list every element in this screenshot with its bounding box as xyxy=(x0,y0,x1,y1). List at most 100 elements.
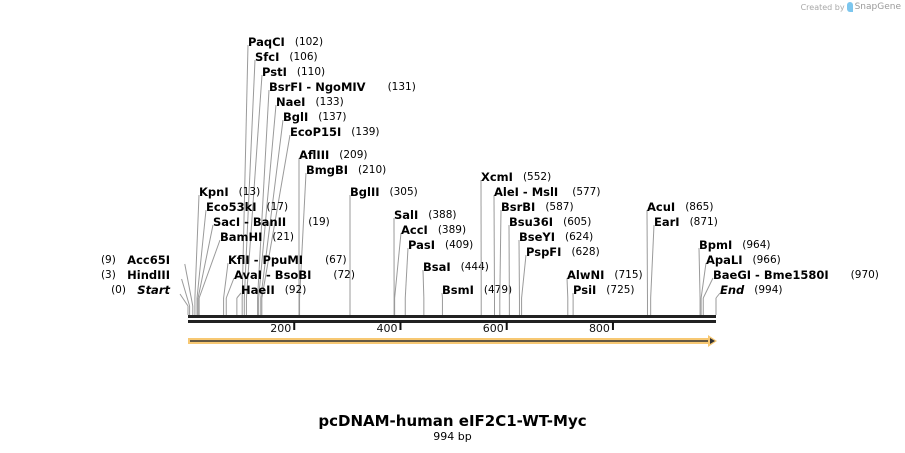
cut-site-pasi[interactable]: PasI (409) xyxy=(404,238,473,316)
cut-site-baegi-bme1580i[interactable]: BaeGI - Bme1580I (970) xyxy=(702,268,879,316)
enzyme-name: Bsu36I xyxy=(509,215,553,229)
cut-position: (628) xyxy=(571,246,599,258)
svg-text:Eco53kI(17): Eco53kI (17) xyxy=(206,200,288,214)
svg-text:EcoP15I(139): EcoP15I (139) xyxy=(290,125,380,139)
cut-site-bpmi[interactable]: BpmI (964) xyxy=(698,238,771,316)
cut-site-afliii[interactable]: AflIII (209) xyxy=(298,148,368,316)
cut-site-bamhi[interactable]: BamHI (21) xyxy=(198,230,294,316)
cut-position: (970) xyxy=(851,269,879,281)
cut-site-bsai[interactable]: BsaI (444) xyxy=(422,260,489,316)
cut-position: (479) xyxy=(484,284,512,296)
enzyme-name: AleI - MslI xyxy=(494,185,558,199)
enzyme-name: PaqCI xyxy=(248,35,285,49)
cut-position: (131) xyxy=(388,81,416,93)
enzyme-name: Start xyxy=(137,283,170,297)
cut-site-kfli-ppumi[interactable]: KflI - PpuMI (67) xyxy=(223,253,347,316)
cut-site-end[interactable]: End (994) xyxy=(715,283,783,316)
cut-site-bsrfi-ngomiv[interactable]: BsrFI - NgoMIV (131) xyxy=(257,80,416,316)
enzyme-name: Acc65I xyxy=(127,253,170,267)
svg-text:SalI(388): SalI (388) xyxy=(394,208,457,222)
svg-text:BseYI(624): BseYI (624) xyxy=(519,230,593,244)
cut-site-alwni[interactable]: AlwNI (715) xyxy=(566,268,643,316)
ruler-label: 200 xyxy=(270,322,291,335)
cut-site-sali[interactable]: SalI (388) xyxy=(393,208,457,316)
svg-text:(3) HindIII: (3) HindIII xyxy=(101,268,170,282)
cut-site-psii[interactable]: PsiI (725) xyxy=(572,283,635,316)
svg-text:ApaLI(966): ApaLI (966) xyxy=(706,253,781,267)
ruler-tick xyxy=(611,322,614,330)
svg-text:Bsu36I(605): Bsu36I (605) xyxy=(509,215,591,229)
cut-position: (305) xyxy=(390,186,418,198)
cut-site-hindiii[interactable]: (3) HindIII xyxy=(101,268,191,316)
svg-text:SfcI(106): SfcI (106) xyxy=(255,50,318,64)
enzyme-name: BsrFI - NgoMIV xyxy=(269,80,366,94)
cut-site-psti[interactable]: PstI (110) xyxy=(245,65,325,316)
cut-position: (21) xyxy=(272,231,294,243)
cut-site-xcmi[interactable]: XcmI (552) xyxy=(480,170,551,316)
cut-site-paqci[interactable]: PaqCI (102) xyxy=(241,35,323,316)
cut-site-acci[interactable]: AccI (389) xyxy=(394,223,466,316)
cut-position: (19) xyxy=(308,216,330,228)
cut-site-eco53ki[interactable]: Eco53kI (17) xyxy=(196,200,288,316)
svg-text:PstI(110): PstI (110) xyxy=(262,65,325,79)
svg-text:SacI - BanII(19): SacI - BanII (19) xyxy=(213,215,330,229)
cut-position: (209) xyxy=(339,149,367,161)
cut-site-start[interactable]: (0) Start xyxy=(111,283,189,316)
cut-position: (17) xyxy=(267,201,289,213)
cut-site-kpni[interactable]: KpnI (13) xyxy=(194,185,261,316)
cut-site-acc65i[interactable]: (9) Acc65I xyxy=(101,253,194,316)
cut-site-bsmi[interactable]: BsmI (479) xyxy=(441,283,512,316)
enzyme-name: BseYI xyxy=(519,230,555,244)
ruler-label: 400 xyxy=(376,322,397,335)
svg-text:PaqCI(102): PaqCI (102) xyxy=(248,35,323,49)
svg-text:PasI(409): PasI (409) xyxy=(408,238,473,252)
cut-position: (210) xyxy=(358,164,386,176)
cut-site-ecop15i[interactable]: EcoP15I (139) xyxy=(261,125,380,316)
cut-site-pspfi[interactable]: PspFI (628) xyxy=(521,245,600,316)
cut-site-bseyi[interactable]: BseYI (624) xyxy=(518,230,593,316)
svg-text:BmgBI(210): BmgBI (210) xyxy=(306,163,386,177)
cut-site-bsu36i[interactable]: Bsu36I (605) xyxy=(508,215,591,316)
cut-position: (133) xyxy=(315,96,343,108)
cut-site-bmgbi[interactable]: BmgBI (210) xyxy=(299,163,387,316)
cut-site-bgli[interactable]: BglI (137) xyxy=(260,110,347,316)
snapgene-watermark: Created by SnapGene xyxy=(801,2,901,12)
enzyme-name: KflI - PpuMI xyxy=(228,253,303,267)
cut-position: (994) xyxy=(754,284,782,296)
cut-position: (587) xyxy=(545,201,573,213)
enzyme-name: HaeII xyxy=(241,283,275,297)
svg-text:End(994): End (994) xyxy=(720,283,783,297)
svg-text:BglI(137): BglI (137) xyxy=(283,110,346,124)
svg-text:AleI - MslI(577): AleI - MslI (577) xyxy=(494,185,600,199)
cut-position: (106) xyxy=(289,51,317,63)
cut-site-apali[interactable]: ApaLI (966) xyxy=(700,253,781,316)
cut-site-naei[interactable]: NaeI (133) xyxy=(258,95,344,316)
cut-site-eari[interactable]: EarI (871) xyxy=(650,215,718,316)
cut-site-alei-msli[interactable]: AleI - MslI (577) xyxy=(493,185,600,316)
enzyme-name: BaeGI - Bme1580I xyxy=(713,268,829,282)
svg-text:BsaI(444): BsaI (444) xyxy=(423,260,489,274)
enzyme-name: BpmI xyxy=(699,238,732,252)
cut-site-sfci[interactable]: SfcI (106) xyxy=(243,50,318,316)
cut-site-acui[interactable]: AcuI (865) xyxy=(646,200,713,316)
cut-site-haeii[interactable]: HaeII (92) xyxy=(236,283,307,316)
svg-text:AccI(389): AccI (389) xyxy=(401,223,466,237)
enzyme-name: AccI xyxy=(401,223,428,237)
ruler-tick xyxy=(399,322,402,330)
enzyme-name: BsmI xyxy=(442,283,474,297)
svg-text:BamHI(21): BamHI (21) xyxy=(220,230,294,244)
svg-text:BglII(305): BglII (305) xyxy=(350,185,418,199)
cut-site-bsrbi[interactable]: BsrBI (587) xyxy=(499,200,574,316)
enzyme-name: PasI xyxy=(408,238,435,252)
cut-site-saci-banii[interactable]: SacI - BanII (19) xyxy=(197,215,330,316)
enzyme-name: PsiI xyxy=(573,283,596,297)
cut-position: (92) xyxy=(285,284,307,296)
ruler-tick xyxy=(293,322,296,330)
enzyme-name: BglI xyxy=(283,110,308,124)
cut-site-bglii[interactable]: BglII (305) xyxy=(349,185,418,316)
cut-position: (871) xyxy=(690,216,718,228)
enzyme-name: SacI - BanII xyxy=(213,215,286,229)
enzyme-name: AlwNI xyxy=(567,268,604,282)
watermark-brand: SnapGene xyxy=(854,2,901,12)
cut-position: (13) xyxy=(239,186,261,198)
